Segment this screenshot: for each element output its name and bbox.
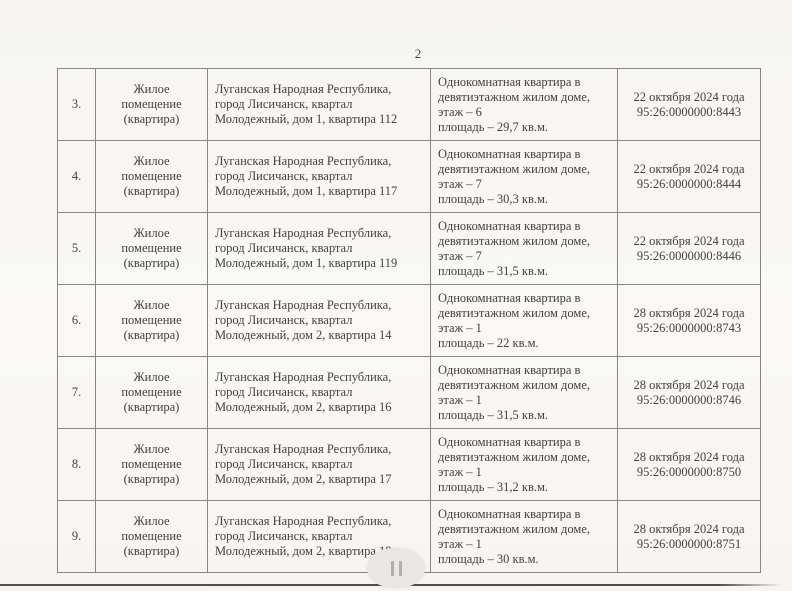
cadastral-number: 95:26:0000000:8743 — [636, 320, 742, 335]
property-type-cell: Жилое помещение (квартира) — [95, 428, 208, 501]
property-table-body: 3. Жилое помещение (квартира) Луганская … — [57, 68, 761, 573]
property-type-cell: Жилое помещение (квартира) — [95, 68, 208, 141]
page-number: 2 — [414, 46, 422, 61]
cadastral-number: 95:26:0000000:8751 — [636, 536, 742, 551]
registration-date: 28 октября 2024 года — [633, 449, 745, 464]
registration-date: 28 октября 2024 года — [633, 521, 745, 536]
row-number-cell: 6. — [57, 284, 96, 357]
cadastral-number: 95:26:0000000:8444 — [636, 176, 742, 191]
registration-cell: 22 октября 2024 года 95:26:0000000:8444 — [617, 140, 761, 213]
address-cell: Луганская Народная Республика, город Лис… — [207, 356, 431, 429]
description-cell: Однокомнатная квартира в девятиэтажном ж… — [430, 68, 618, 141]
registration-cell: 22 октября 2024 года 95:26:0000000:8443 — [617, 68, 761, 141]
table-row: 4. Жилое помещение (квартира) Луганская … — [57, 140, 761, 213]
description-cell: Однокомнатная квартира в девятиэтажном ж… — [430, 428, 618, 501]
cadastral-number: 95:26:0000000:8746 — [636, 392, 742, 407]
property-type-cell: Жилое помещение (квартира) — [95, 140, 208, 213]
row-number-cell: 7. — [57, 356, 96, 429]
row-number-cell: 4. — [57, 140, 96, 213]
registration-date: 28 октября 2024 года — [633, 305, 745, 320]
cadastral-number: 95:26:0000000:8443 — [636, 104, 742, 119]
row-number-cell: 5. — [57, 212, 96, 285]
registration-cell: 28 октября 2024 года 95:26:0000000:8746 — [617, 356, 761, 429]
property-table: 3. Жилое помещение (квартира) Луганская … — [57, 68, 761, 573]
address-cell: Луганская Народная Республика, город Лис… — [207, 140, 431, 213]
row-number-cell: 8. — [57, 428, 96, 501]
property-type-cell: Жилое помещение (квартира) — [95, 500, 208, 573]
pause-icon — [390, 560, 394, 576]
property-type-cell: Жилое помещение (квартира) — [95, 356, 208, 429]
description-cell: Однокомнатная квартира в девятиэтажном ж… — [430, 140, 618, 213]
registration-date: 22 октября 2024 года — [633, 89, 745, 104]
description-cell: Однокомнатная квартира в девятиэтажном ж… — [430, 500, 618, 573]
description-cell: Однокомнатная квартира в девятиэтажном ж… — [430, 212, 618, 285]
table-row: 7. Жилое помещение (квартира) Луганская … — [57, 356, 761, 429]
table-row: 6. Жилое помещение (квартира) Луганская … — [57, 284, 761, 357]
registration-date: 22 октября 2024 года — [633, 233, 745, 248]
cadastral-number: 95:26:0000000:8750 — [636, 464, 742, 479]
row-number-cell: 9. — [57, 500, 96, 573]
address-cell: Луганская Народная Республика, город Лис… — [207, 284, 431, 357]
pause-icon — [398, 560, 402, 576]
registration-date: 22 октября 2024 года — [633, 161, 745, 176]
table-row: 5. Жилое помещение (квартира) Луганская … — [57, 212, 761, 285]
table-row: 3. Жилое помещение (квартира) Луганская … — [57, 68, 761, 141]
registration-cell: 28 октября 2024 года 95:26:0000000:8751 — [617, 500, 761, 573]
cadastral-number: 95:26:0000000:8446 — [636, 248, 742, 263]
registration-date: 28 октября 2024 года — [633, 377, 745, 392]
description-cell: Однокомнатная квартира в девятиэтажном ж… — [430, 356, 618, 429]
registration-cell: 28 октября 2024 года 95:26:0000000:8743 — [617, 284, 761, 357]
registration-cell: 22 октября 2024 года 95:26:0000000:8446 — [617, 212, 761, 285]
address-cell: Луганская Народная Республика, город Лис… — [207, 68, 431, 141]
registration-cell: 28 октября 2024 года 95:26:0000000:8750 — [617, 428, 761, 501]
address-cell: Луганская Народная Республика, город Лис… — [207, 428, 431, 501]
pause-button[interactable] — [367, 548, 425, 588]
table-row: 8. Жилое помещение (квартира) Луганская … — [57, 428, 761, 501]
address-cell: Луганская Народная Республика, город Лис… — [207, 212, 431, 285]
row-number-cell: 3. — [57, 68, 96, 141]
property-type-cell: Жилое помещение (квартира) — [95, 284, 208, 357]
property-type-cell: Жилое помещение (квартира) — [95, 212, 208, 285]
description-cell: Однокомнатная квартира в девятиэтажном ж… — [430, 284, 618, 357]
